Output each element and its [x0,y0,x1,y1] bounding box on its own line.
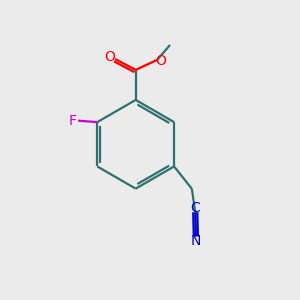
Text: N: N [191,234,201,248]
Text: F: F [69,114,77,128]
Text: C: C [190,201,200,215]
Text: O: O [104,50,116,64]
Text: O: O [155,54,166,68]
